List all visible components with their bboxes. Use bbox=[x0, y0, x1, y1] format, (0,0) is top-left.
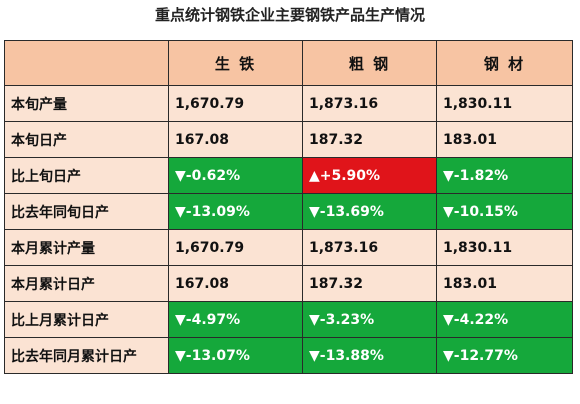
table-cell: ▼-4.97% bbox=[168, 301, 303, 338]
table-row: 本旬日产 167.08 187.32 183.01 bbox=[4, 121, 573, 158]
table-row: 比上旬日产 ▼-0.62% ▲+5.90% ▼-1.82% bbox=[4, 157, 573, 194]
page-title: 重点统计钢铁企业主要钢铁产品生产情况 bbox=[154, 6, 425, 24]
row-label: 本月累计日产 bbox=[4, 265, 169, 302]
table-row: 比去年同旬日产 ▼-13.09% ▼-13.69% ▼-10.15% bbox=[4, 193, 573, 230]
table-cell: 1,670.79 bbox=[168, 229, 303, 266]
table-cell: 167.08 bbox=[168, 121, 303, 158]
table-cell: 167.08 bbox=[168, 265, 303, 302]
row-label: 本旬产量 bbox=[4, 85, 169, 122]
production-table: 生 铁 粗 钢 钢 材 本旬产量 1,670.79 1,873.16 1,830.11… bbox=[4, 40, 573, 374]
table-cell: ▼-3.23% bbox=[302, 301, 437, 338]
row-label: 比上旬日产 bbox=[4, 157, 169, 194]
table-cell: ▼-13.07% bbox=[168, 337, 303, 374]
table-row: 本月累计日产 167.08 187.32 183.01 bbox=[4, 265, 573, 302]
table-cell: 1,873.16 bbox=[302, 229, 437, 266]
column-header-steel-products: 钢 材 bbox=[436, 40, 573, 86]
table-cell: 187.32 bbox=[302, 121, 437, 158]
row-label: 比去年同月累计日产 bbox=[4, 337, 169, 374]
table-row: 本月累计产量 1,670.79 1,873.16 1,830.11 bbox=[4, 229, 573, 266]
table-cell: 1,670.79 bbox=[168, 85, 303, 122]
table-cell: 183.01 bbox=[436, 265, 573, 302]
table-cell: ▼-1.82% bbox=[436, 157, 573, 194]
column-header-crude-steel: 粗 钢 bbox=[302, 40, 437, 86]
header-row: 生 铁 粗 钢 钢 材 bbox=[4, 40, 573, 86]
table-cell: 1,873.16 bbox=[302, 85, 437, 122]
row-label: 比去年同旬日产 bbox=[4, 193, 169, 230]
table-row: 本旬产量 1,670.79 1,873.16 1,830.11 bbox=[4, 85, 573, 122]
corner-cell bbox=[4, 40, 169, 86]
table-cell: ▼-13.69% bbox=[302, 193, 437, 230]
table-cell: ▼-13.09% bbox=[168, 193, 303, 230]
table-cell: 183.01 bbox=[436, 121, 573, 158]
row-label: 比上月累计日产 bbox=[4, 301, 169, 338]
table-cell: ▼-13.88% bbox=[302, 337, 437, 374]
table-cell: 1,830.11 bbox=[436, 229, 573, 266]
column-header-pig-iron: 生 铁 bbox=[168, 40, 303, 86]
table-cell: ▼-10.15% bbox=[436, 193, 573, 230]
table-cell: ▼-0.62% bbox=[168, 157, 303, 194]
table-cell: 187.32 bbox=[302, 265, 437, 302]
row-label: 本月累计产量 bbox=[4, 229, 169, 266]
table-cell: ▼-4.22% bbox=[436, 301, 573, 338]
table-cell: ▲+5.90% bbox=[302, 157, 437, 194]
table-row: 比上月累计日产 ▼-4.97% ▼-3.23% ▼-4.22% bbox=[4, 301, 573, 338]
table-row: 比去年同月累计日产 ▼-13.07% ▼-13.88% ▼-12.77% bbox=[4, 337, 573, 374]
table-cell: 1,830.11 bbox=[436, 85, 573, 122]
table-cell: ▼-12.77% bbox=[436, 337, 573, 374]
row-label: 本旬日产 bbox=[4, 121, 169, 158]
